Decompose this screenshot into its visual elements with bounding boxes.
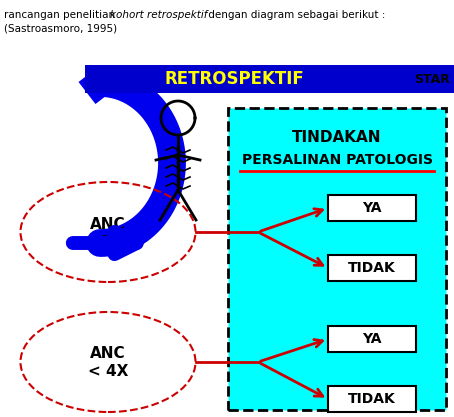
Text: (Sastroasmoro, 1995): (Sastroasmoro, 1995): [4, 23, 117, 33]
Text: TIDAK: TIDAK: [348, 392, 396, 406]
Text: ANC: ANC: [90, 216, 126, 231]
Text: TINDAKAN: TINDAKAN: [292, 130, 382, 145]
Text: < 4X: < 4X: [88, 364, 128, 379]
Bar: [85, 65, 454, 93]
Bar: [328, 386, 416, 412]
Text: rancangan penelitian: rancangan penelitian: [4, 10, 118, 20]
Text: dengan diagram sebagai berikut :: dengan diagram sebagai berikut :: [205, 10, 385, 20]
Bar: [328, 326, 416, 352]
Text: kohort retrospektif: kohort retrospektif: [110, 10, 207, 20]
Text: 4X: 4X: [97, 234, 119, 249]
Text: PERSALINAN PATOLOGIS: PERSALINAN PATOLOGIS: [242, 153, 433, 167]
Text: YA: YA: [362, 332, 382, 346]
Text: ANC: ANC: [90, 347, 126, 362]
Text: RETROSPEKTIF: RETROSPEKTIF: [165, 70, 305, 88]
Bar: [328, 195, 416, 221]
Bar: [228, 108, 446, 410]
Bar: [328, 255, 416, 281]
Text: YA: YA: [362, 201, 382, 215]
Text: STAR: STAR: [414, 73, 450, 85]
Text: TIDAK: TIDAK: [348, 261, 396, 275]
